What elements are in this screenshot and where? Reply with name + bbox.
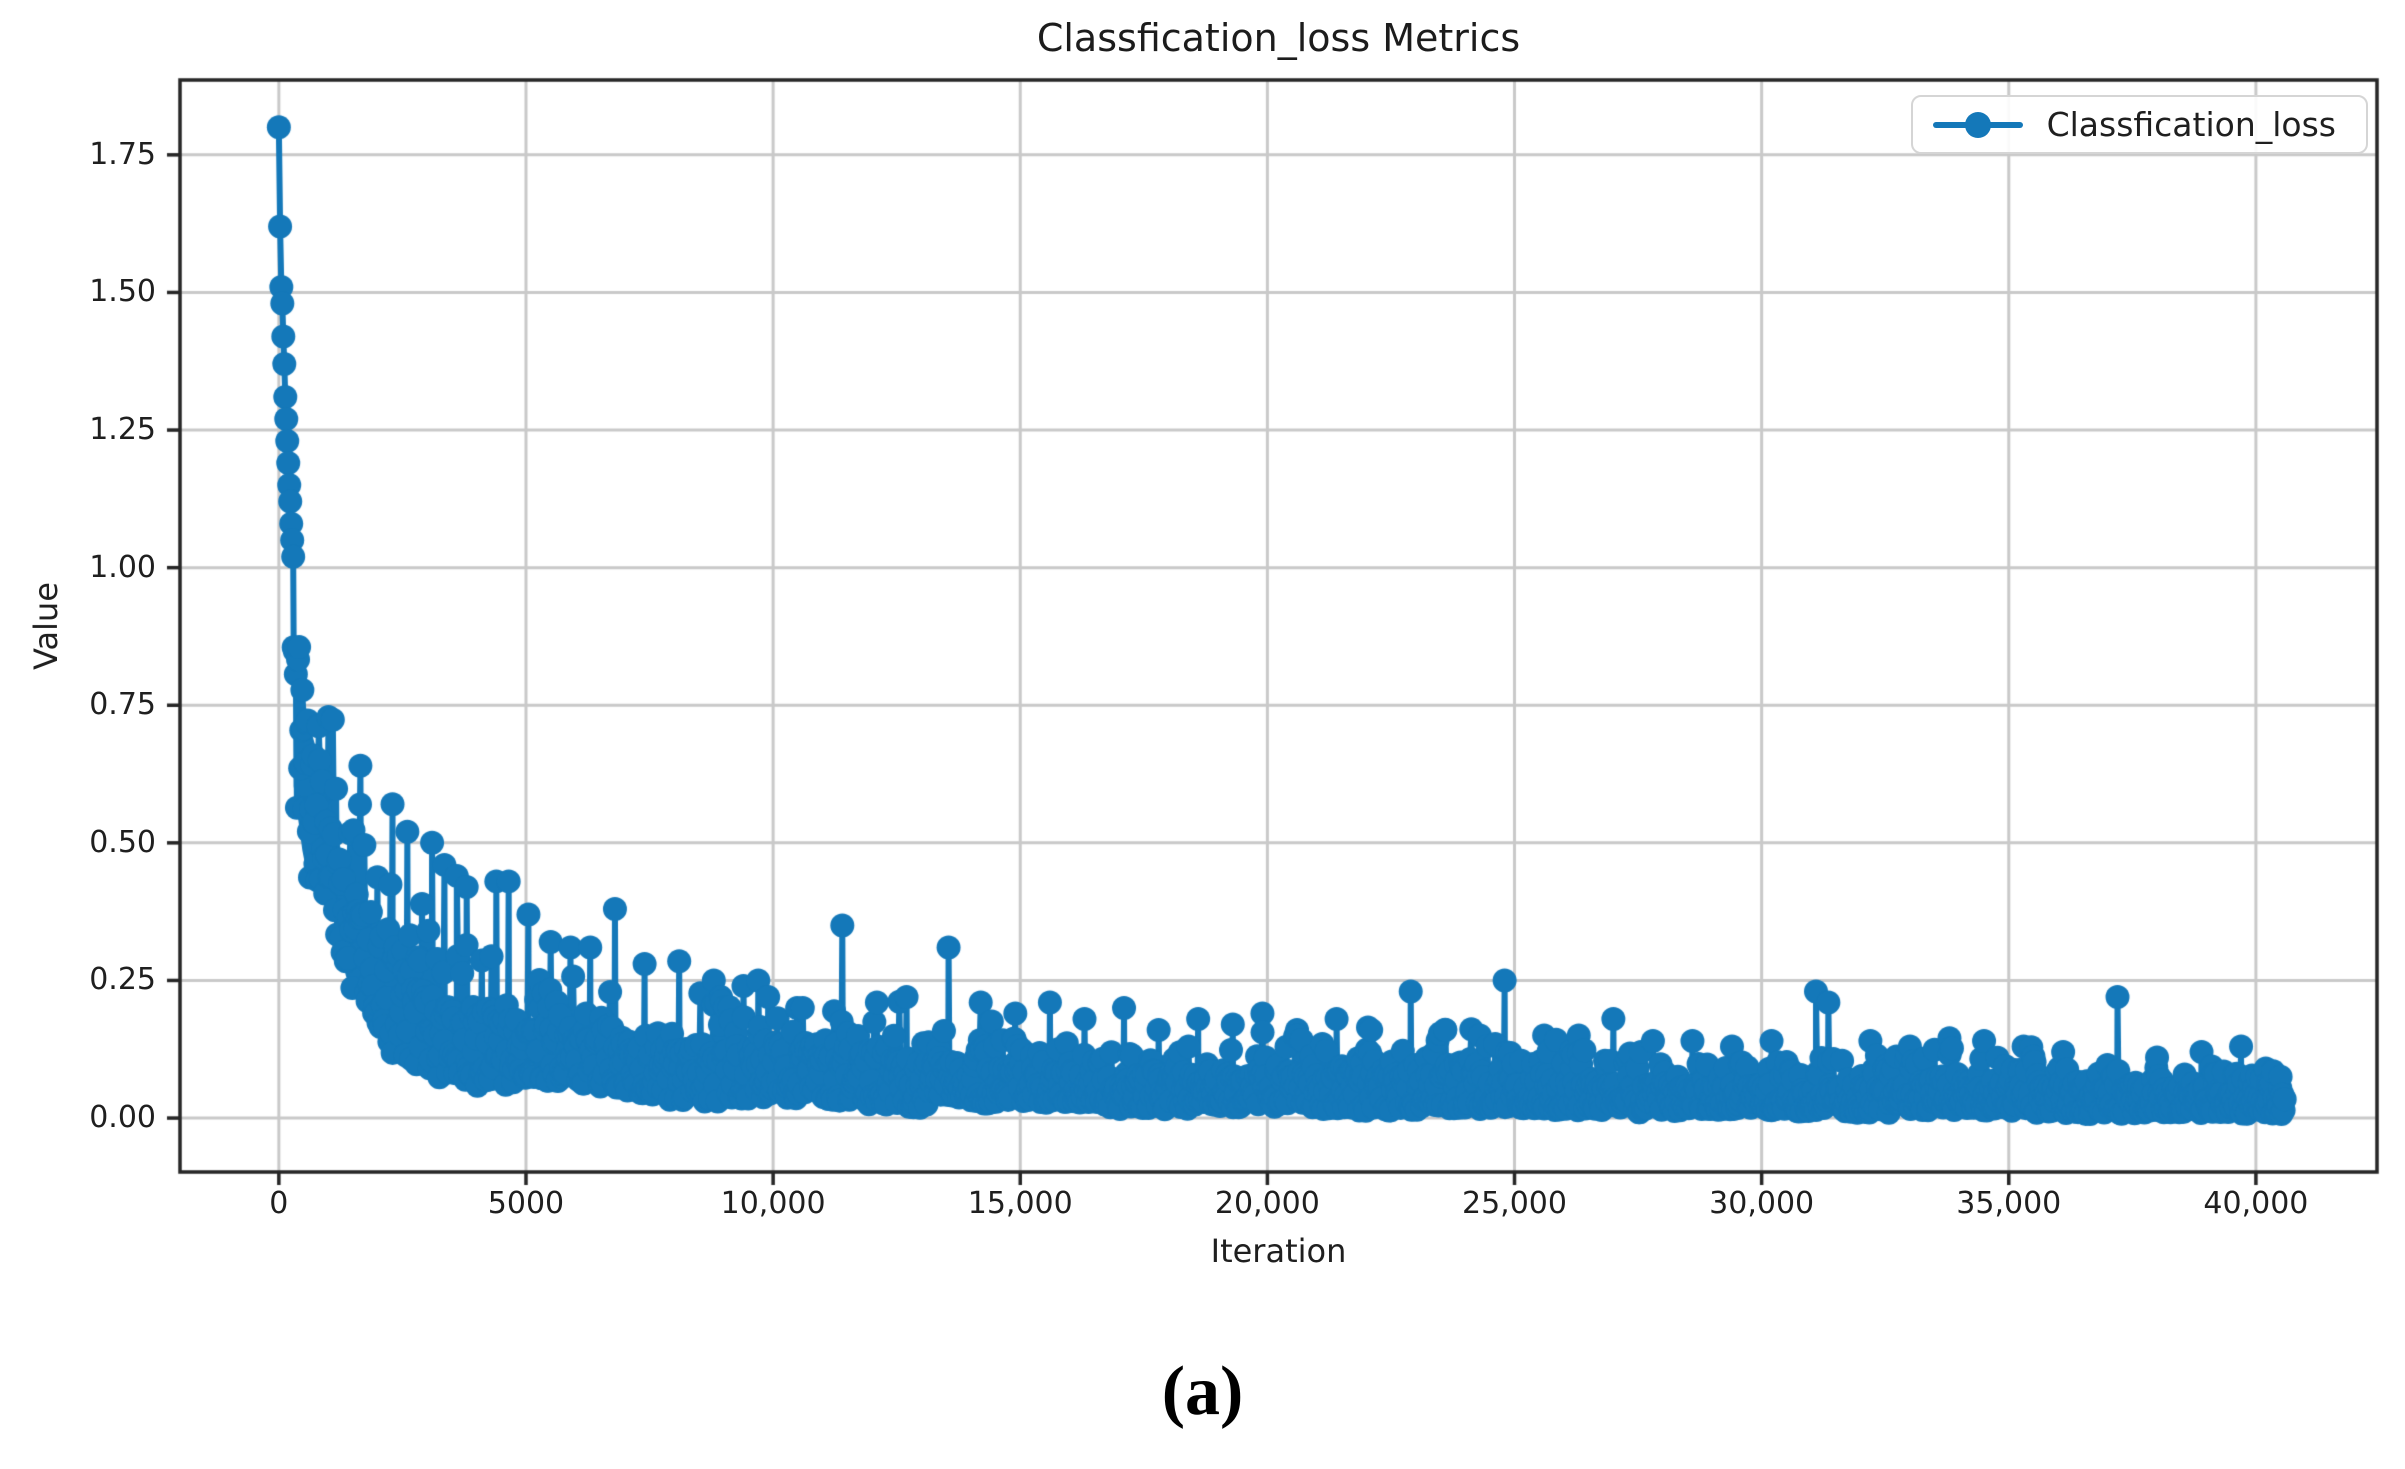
y-tick-label: 1.75 (89, 136, 156, 172)
y-tick-label: 0.75 (89, 687, 156, 723)
x-tick-label: 30,000 (1709, 1186, 1815, 1221)
x-tick-label: 40,000 (2203, 1186, 2309, 1221)
y-tick-label: 0.50 (89, 824, 156, 860)
x-tick-label: 15,000 (967, 1186, 1073, 1221)
chart-title: Classfication_loss Metrics (1036, 16, 1521, 60)
legend: Classfication_loss (1910, 95, 2368, 154)
y-tick-label: 1.50 (89, 274, 156, 310)
x-tick-label: 35,000 (1956, 1186, 2062, 1221)
y-tick-label: 0.00 (89, 1100, 156, 1136)
legend-dot-icon (1964, 111, 1991, 138)
x-tick-label: 0 (269, 1186, 289, 1221)
x-tick-label: 10,000 (720, 1186, 826, 1221)
y-tick-label: 1.00 (89, 549, 156, 585)
y-tick-label: 1.25 (89, 412, 156, 448)
x-axis-label: Iteration (1210, 1232, 1347, 1270)
y-axis-label: Value (27, 582, 65, 670)
y-tick-label: 0.25 (89, 962, 156, 998)
x-tick-label: 5000 (487, 1186, 565, 1221)
x-tick-label: 25,000 (1462, 1186, 1567, 1221)
legend-line-marker-icon (1932, 111, 2023, 138)
x-tick-label: 20,000 (1214, 1186, 1320, 1221)
legend-label: Classfication_loss (2046, 105, 2336, 144)
subfigure-caption: (a) (1161, 1353, 1244, 1430)
